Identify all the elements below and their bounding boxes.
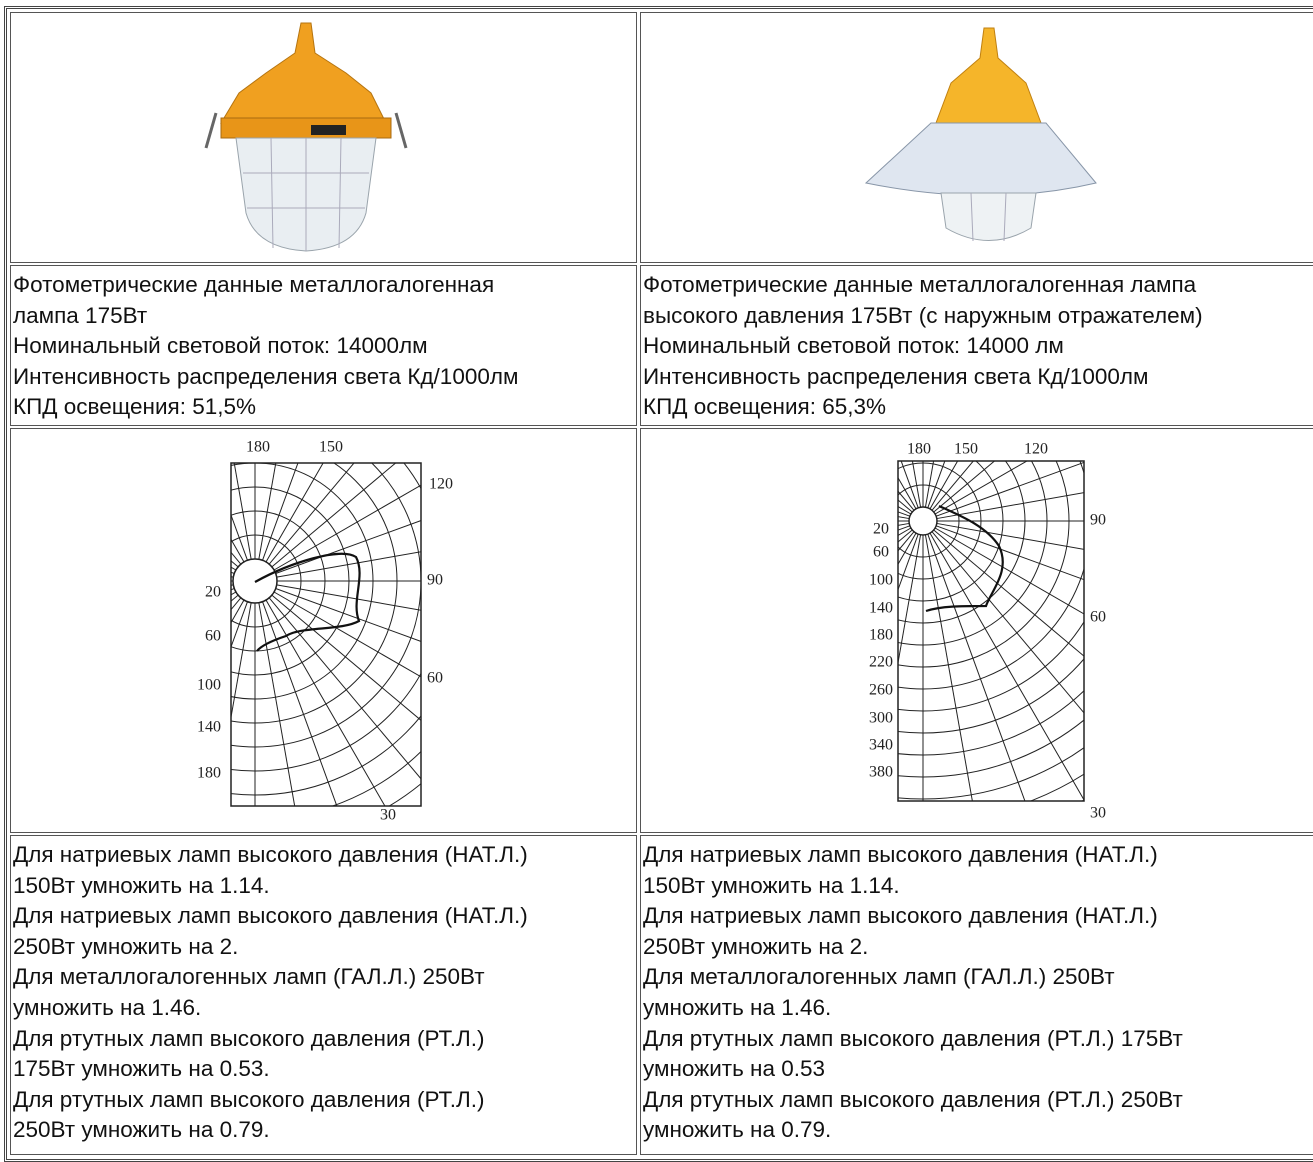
top-label: 180 <box>907 441 931 458</box>
left-label: 380 <box>869 764 893 781</box>
left-label: 260 <box>869 682 893 699</box>
text-line: Для натриевых ламп высокого давления (НА… <box>643 903 1158 929</box>
text-line: Для ртутных ламп высокого давления (РТ.Л… <box>13 1086 485 1112</box>
text-line: Интенсивность распределения света Кд/100… <box>13 363 519 389</box>
left-label: 300 <box>869 710 893 727</box>
image-cell <box>640 12 1313 263</box>
right-label: 60 <box>1090 609 1106 626</box>
grid <box>898 461 1084 801</box>
text-line: 175Вт умножить на 0.53. <box>13 1056 270 1082</box>
lamp-image <box>864 27 1097 242</box>
text-cell: Для натриевых ламп высокого давления (НА… <box>640 835 1313 1155</box>
grid <box>231 463 421 806</box>
text-line: умножить на 1.46. <box>643 994 832 1020</box>
top-label: 180 <box>246 439 270 456</box>
text-line: Для ртутных ламп высокого давления (РТ.Л… <box>13 1025 485 1051</box>
text-line: КПД освещения: 51,5% <box>13 394 256 420</box>
right-label: 90 <box>427 572 443 589</box>
left-label: 20 <box>873 521 889 538</box>
text-line: Для ртутных ламп высокого давления (РТ.Л… <box>643 1025 1183 1051</box>
text-cell: Фотометрические данные металлогалогенная… <box>640 265 1313 426</box>
text-line: Для ртутных ламп высокого давления (РТ.Л… <box>643 1086 1183 1112</box>
text-line: Для натриевых ламп высокого давления (НА… <box>643 842 1158 867</box>
top-label: 150 <box>954 441 978 458</box>
diagram-cell: 180 150 120 90 60 30 20 60 100 140 180 <box>10 428 637 833</box>
text-line: КПД освещения: 65,3% <box>643 394 886 420</box>
left-label: 220 <box>869 654 893 671</box>
text-line: Для натриевых ламп высокого давления (НА… <box>13 842 528 867</box>
text-line: 150Вт умножить на 1.14. <box>13 872 270 898</box>
text-line: 250Вт умножить на 2. <box>13 933 239 959</box>
text-line: Для металлогалогенных ламп (ГАЛ.Л.) 250В… <box>13 964 485 990</box>
text-line: 150Вт умножить на 1.14. <box>643 872 900 898</box>
bottom-label: 30 <box>1090 805 1106 822</box>
right-label: 90 <box>1090 512 1106 529</box>
top-label: 150 <box>319 439 343 456</box>
text-cell: Для натриевых ламп высокого давления (НА… <box>10 835 637 1155</box>
text-line: Номинальный световой поток: 14000 лм <box>643 333 1064 359</box>
diagram-frame <box>230 462 422 807</box>
text-line: умножить на 0.79. <box>643 1117 832 1143</box>
polar-diagram: 180 150 120 90 60 30 20 60 100 140 180 220 260 300 340… <box>869 441 1106 822</box>
left-label: 60 <box>873 544 889 561</box>
text-line: Для натриевых ламп высокого давления (НА… <box>13 903 528 929</box>
right-label: 60 <box>427 670 443 687</box>
top-label: 120 <box>1024 441 1048 458</box>
right-label: 120 <box>429 476 453 493</box>
left-label: 20 <box>205 584 221 601</box>
text-line: Для металлогалогенных ламп (ГАЛ.Л.) 250В… <box>643 964 1115 990</box>
text-line: 250Вт умножить на 0.79. <box>13 1117 270 1143</box>
left-label: 140 <box>197 719 221 736</box>
diagram-frame <box>897 460 1085 802</box>
left-label: 100 <box>869 572 893 589</box>
text-line: высокого давления 175Вт (с наружным отра… <box>643 302 1203 328</box>
left-label: 180 <box>869 627 893 644</box>
text-cell: Фотометрические данные металлогалогенная… <box>10 265 637 426</box>
lamp-circle <box>908 506 938 536</box>
left-label: 140 <box>869 600 893 617</box>
diagram-cell: 180 150 120 90 60 30 20 60 100 140 180 220 260 300 340… <box>640 428 1313 833</box>
polar-diagram: 180 150 120 90 60 30 20 60 100 140 180 <box>197 439 453 824</box>
text-line: Интенсивность распределения света Кд/100… <box>643 363 1149 389</box>
left-label: 180 <box>197 765 221 782</box>
text-line: Фотометрические данные металлогалогенная <box>13 272 495 297</box>
text-line: лампа 175Вт <box>13 302 148 328</box>
text-line: умножить на 1.46. <box>13 994 202 1020</box>
lamp-image <box>204 22 408 252</box>
left-label: 60 <box>205 628 221 645</box>
image-cell <box>10 12 637 263</box>
text-line: 250Вт умножить на 2. <box>643 933 869 959</box>
bottom-label: 30 <box>380 807 396 824</box>
left-label: 340 <box>869 737 893 754</box>
text-line: Номинальный световой поток: 14000лм <box>13 333 428 359</box>
left-label: 100 <box>197 677 221 694</box>
text-line: умножить на 0.53 <box>643 1056 826 1082</box>
text-line: Фотометрические данные металлогалогенная… <box>643 272 1197 297</box>
